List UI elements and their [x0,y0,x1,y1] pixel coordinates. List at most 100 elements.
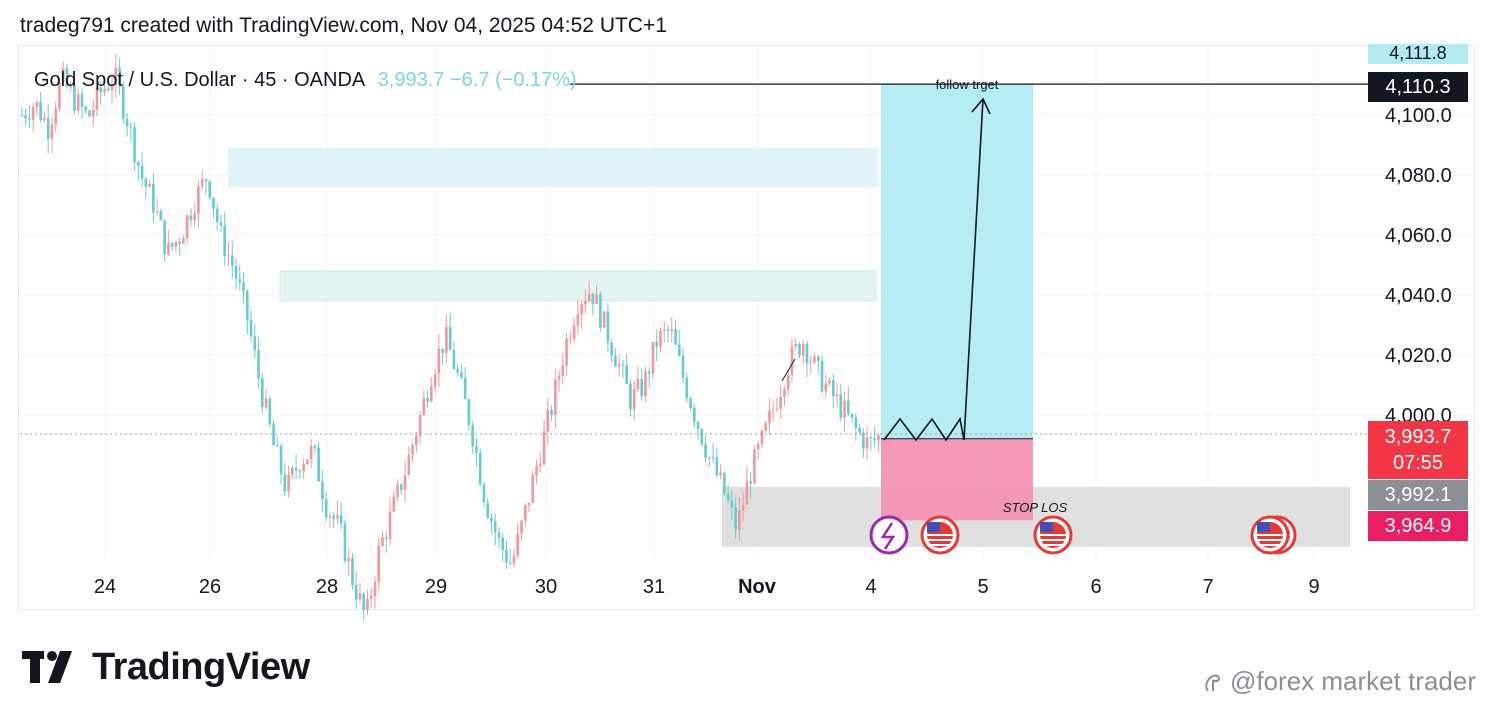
candle-body [118,67,121,87]
flag-canton [927,522,940,532]
candle-body [377,545,381,583]
candle-body [137,162,140,166]
candle-body [553,379,557,416]
candle-body [640,379,644,397]
candle-body [268,398,272,425]
candle-body [441,348,444,353]
candle-body [167,242,170,255]
price-tag-top-partial: 4,111.8 [1368,44,1468,64]
candle-body [467,399,471,426]
candle-body [463,377,467,400]
candle-body [531,475,535,503]
candle-body [865,437,869,449]
candle-body [76,94,80,111]
watermark-logo-icon [1205,674,1221,692]
candle-body [629,383,632,410]
symbol-info: Gold Spot / U.S. Dollar · 45 · OANDA 3,9… [34,69,577,92]
candle-body [820,360,824,392]
candle-body [264,398,268,408]
candle-body [31,107,35,120]
candle-body [512,555,516,564]
candle-body [291,467,294,475]
candle-body [741,504,745,511]
candle-body [617,364,621,367]
candle-body [39,101,42,121]
candle-body [396,484,399,497]
y-axis: 4,100.04,080.04,060.04,040.04,020.04,000… [1385,105,1452,427]
candle-body [152,183,155,213]
candle-body [294,467,298,471]
y-tick-label: 4,060.0 [1385,225,1452,247]
candle-body [347,558,351,562]
price-tag-entry: 3,992.1 [1368,480,1468,510]
candle-body [858,428,861,433]
flag-stripe [1040,539,1066,541]
candle-body [632,389,636,410]
candle-body [677,344,681,356]
candle-body [422,397,426,415]
flag-stripe [1040,544,1066,546]
candle-body [599,294,602,328]
candle-body [873,438,876,441]
chart-grid [20,46,1475,558]
candle-body [606,311,610,343]
candle-body [756,444,760,450]
x-tick-label: 31 [643,576,665,598]
flag-stripe [1257,544,1283,546]
x-tick-label: 5 [977,576,988,598]
candle-body [430,386,433,402]
candle-body [257,350,260,379]
candle-body [407,454,411,476]
x-tick-label: 26 [199,576,221,598]
candle-body [129,126,133,128]
candle-body [475,446,478,453]
candle-body [689,398,692,408]
candle-body [538,464,542,467]
candle-body [625,365,628,384]
candle-body [414,435,418,446]
candle-body [730,500,734,508]
candle-body [403,475,407,490]
candle-body [760,430,764,445]
tradingview-brand: TradingView [92,646,310,688]
lightning-event-icon[interactable] [869,515,909,555]
watermark: @forex market trader [1202,666,1476,697]
candle-body [163,220,166,255]
candle-body [399,484,403,490]
tradingview-logo[interactable]: TradingView [22,646,310,689]
candle-body [561,365,565,376]
candle-body [43,118,46,121]
candle-body [584,301,587,305]
tradingview-logo-icon [22,650,72,683]
candle-body [174,241,178,247]
candle-body [287,474,290,492]
candle-body [234,265,238,279]
candle-body [433,373,437,387]
candle-body [384,537,388,539]
candle-body [46,118,50,139]
candle-body [373,582,377,597]
candle-body [283,474,287,492]
candle-body [749,481,752,484]
candle-body [223,225,227,257]
x-axis: 24 26 28 29 30 31 Nov 4 5 6 7 9 [94,576,1320,598]
candle-body [84,106,88,111]
projection-path [883,98,984,442]
candle-body [790,346,794,376]
chart-overlay: follow trget STOP LOS [20,77,1368,555]
price-tag-stop: 3,964.9 [1368,511,1468,541]
us-flag-event-icon[interactable] [1033,515,1073,555]
us-flag-event-icon[interactable] [1250,515,1290,555]
candle-body [24,115,27,119]
stop-label: STOP LOS [1003,500,1068,515]
candle-body [99,87,103,93]
trend-mark [781,358,796,382]
candle-body [493,521,497,533]
candle-body [576,314,580,326]
flag-canton [1040,522,1053,532]
us-flag-event-icon[interactable] [920,515,960,555]
candle-body [715,457,719,476]
candle-body [448,326,452,351]
candle-body [843,400,846,418]
